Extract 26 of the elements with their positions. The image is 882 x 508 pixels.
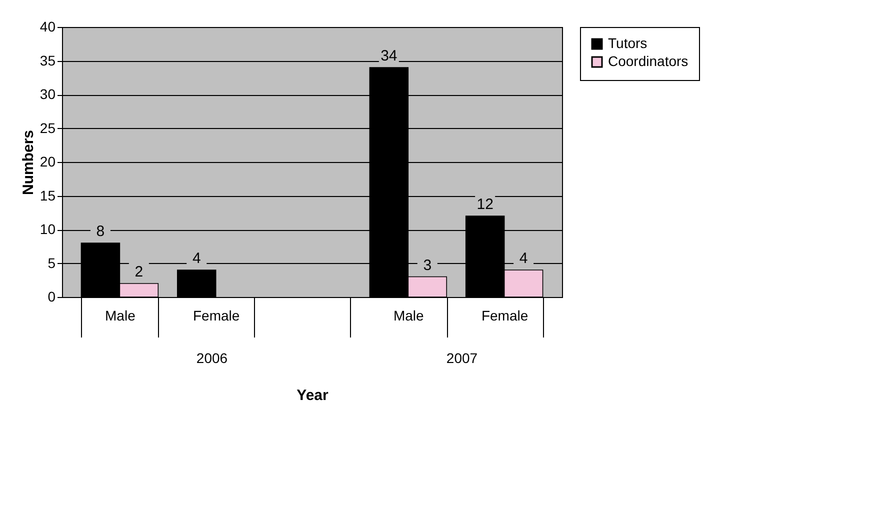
- data-label: 3: [423, 256, 432, 274]
- data-label: 34: [380, 48, 398, 64]
- data-label: 12: [476, 196, 494, 213]
- y-tick-label: 20: [40, 154, 56, 170]
- y-tick-label: 40: [40, 18, 56, 34]
- y-tick-label: 10: [40, 221, 56, 237]
- x-axis-title: Year: [296, 387, 329, 404]
- y-tick-label: 35: [40, 52, 56, 68]
- data-label: 4: [192, 250, 201, 267]
- data-label: 2: [134, 264, 144, 280]
- y-tick-label: 25: [40, 120, 56, 136]
- y-axis-title: Numbers: [20, 130, 37, 196]
- y-tick-label: 15: [40, 187, 56, 204]
- x-tick-label: Female: [193, 308, 240, 324]
- y-tick-label: 5: [48, 254, 56, 271]
- legend-label: Coordinators: [608, 53, 688, 69]
- data-label: 4: [519, 250, 528, 267]
- x-tick-label: Male: [105, 308, 136, 324]
- text: 2006: [196, 350, 228, 366]
- y-tick-label: 30: [40, 86, 56, 102]
- x-tick-label: Female: [481, 308, 528, 324]
- data-label: 8: [96, 223, 105, 240]
- legend-label: Tutors: [608, 35, 648, 51]
- x-tick-label: Male: [393, 308, 424, 324]
- y-tick-label: 0: [48, 288, 56, 304]
- text: 2007: [446, 350, 478, 366]
